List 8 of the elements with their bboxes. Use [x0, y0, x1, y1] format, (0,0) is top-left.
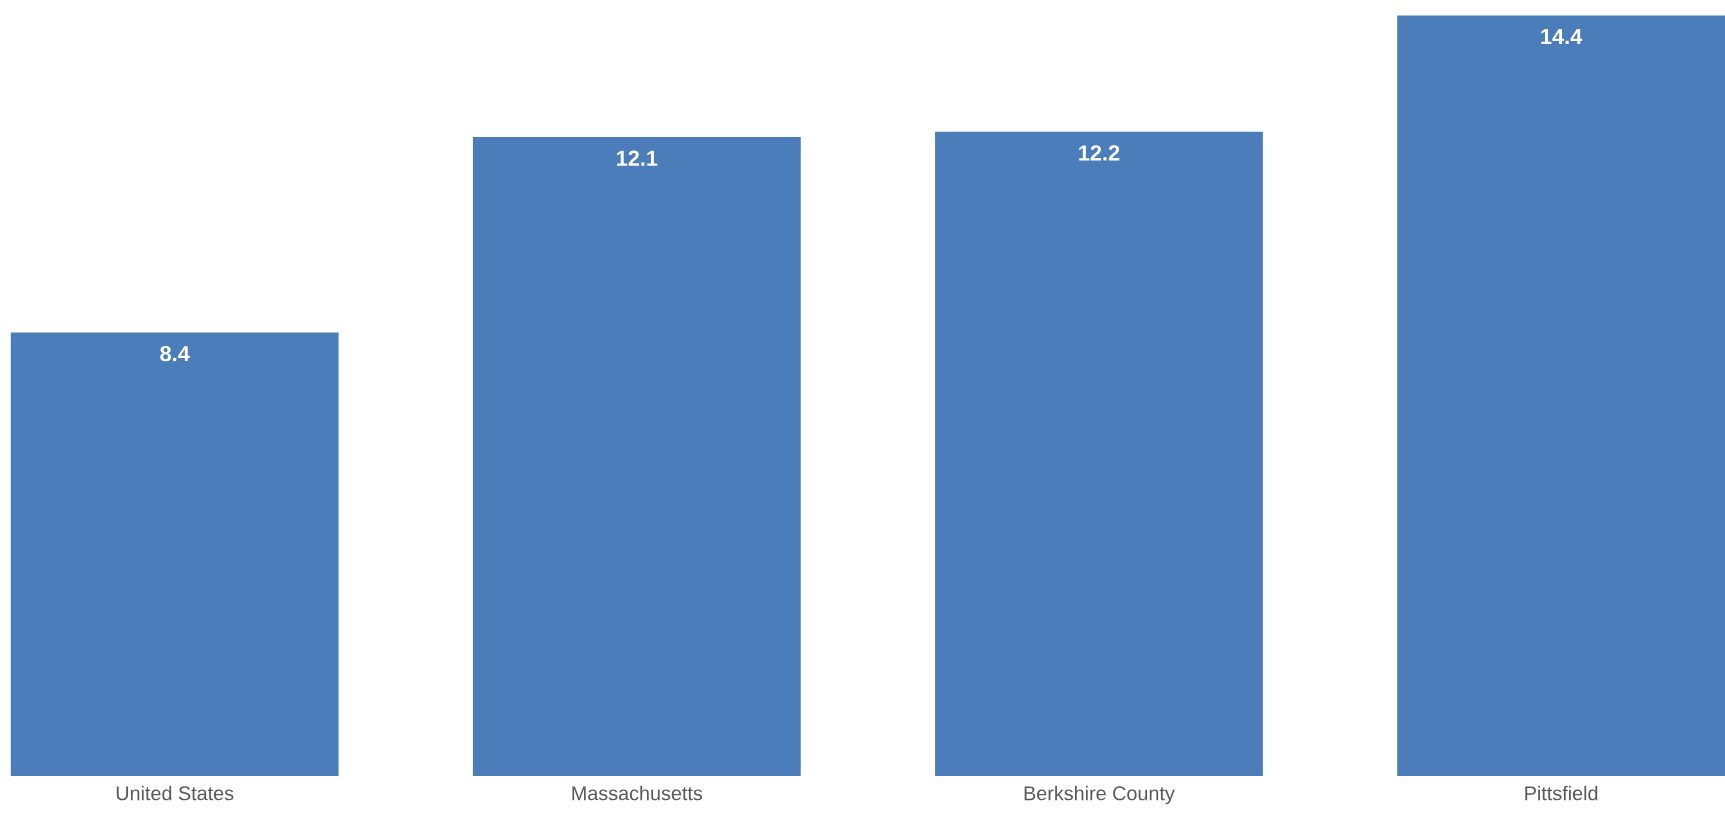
data-label: 8.4	[160, 346, 190, 362]
x-tick-label: United States	[116, 785, 234, 801]
data-label: 12.2	[1079, 145, 1120, 161]
x-tick-label: Pittsfield	[1525, 785, 1598, 801]
data-label: 14.4	[1541, 29, 1583, 45]
x-tick-label: Massachusetts	[572, 785, 703, 801]
data-label: 12.1	[617, 150, 658, 166]
x-tick-label: Berkshire County	[1024, 785, 1175, 805]
